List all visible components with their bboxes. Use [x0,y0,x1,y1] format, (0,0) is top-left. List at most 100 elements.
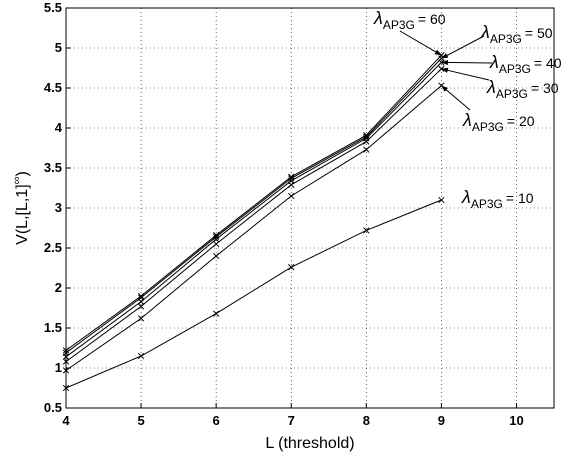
data-point-60 [363,132,370,139]
data-point-10 [213,310,220,317]
data-point-50 [363,133,370,140]
y-tick-label: 0.5 [44,400,62,415]
y-tick-label: 5 [55,40,62,55]
annotation-arrowhead [441,59,448,66]
y-tick-label: 2 [55,280,62,295]
marker-layer [62,52,445,392]
y-tick-label: 5.5 [44,0,62,15]
data-point-20 [213,252,220,260]
annotation-text: λAP3G = 30 [486,77,559,101]
annotation-lambda-30: λAP3G = 30 [441,67,559,101]
data-point-10 [363,227,370,234]
x-tick-labels: 4 5 6 7 8 9 10 [62,413,523,428]
annotation-lambda: λ [461,187,471,207]
y-axis-label-base: V(L,[L,1] [14,184,31,244]
plot-frame [65,7,555,409]
data-point-10 [438,196,445,204]
data-point-30 [137,303,145,310]
annotation-lambda-40: λAP3G = 40 [441,52,562,76]
y-tick-label: 3.5 [44,160,62,175]
data-point-50 [137,294,145,301]
series-layer [65,54,442,389]
x-tick-label: 8 [363,413,370,428]
annotation-subscript: AP3G [472,120,504,134]
x-tick-label: 5 [137,413,144,428]
series-line-20 [65,85,442,371]
data-point-50 [288,175,295,182]
series-line-60 [65,54,442,351]
data-point-20 [62,367,70,374]
y-tick-label: 4.5 [44,80,62,95]
annotation-arrowhead [441,85,449,92]
y-tick-labels: 0.5 1 1.5 2 2.5 3 3.5 4 4.5 5 5.5 [44,0,63,415]
annotation-subscript: AP3G [383,18,415,32]
annotation-value: = 20 [507,113,535,129]
annotation-value: = 60 [418,11,446,27]
y-tick-label: 4 [55,120,63,135]
x-tick-label: 7 [288,413,295,428]
series-line-10 [65,199,442,389]
annotation-text: λAP3G = 10 [461,187,534,211]
annotation-arrow [441,68,490,81]
annotation-arrowhead [441,53,449,59]
annotation-arrow [441,35,485,59]
y-axis-label: V(L,[L,1]∞) [11,171,31,245]
annotation-lambda-60: λAP3G = 60 [373,8,446,56]
annotation-text: λAP3G = 50 [480,22,553,46]
y-axis-label-close: ) [14,171,31,176]
x-axis-label: L (threshold) [265,435,354,452]
annotation-lambda: λ [486,77,496,97]
annotation-subscript: AP3G [490,32,522,46]
annotation-value: = 40 [534,55,562,71]
data-point-10 [62,384,70,392]
data-point-30 [62,358,70,365]
data-point-10 [137,352,145,360]
y-tick-label: 3 [55,200,62,215]
annotation-lambda-20: λAP3G = 20 [441,85,535,134]
annotation-value: = 10 [506,190,534,206]
data-point-20 [137,315,145,322]
data-point-30 [363,138,370,145]
y-axis-label-sup: ∞ [11,177,23,185]
data-point-30 [213,240,220,248]
annotation-lambda: λ [480,22,490,42]
annotation-lambda-50: λAP3G = 50 [441,22,553,59]
x-tick-label: 9 [438,413,445,428]
annotation-lambda: λ [489,52,499,72]
data-point-60 [288,173,295,180]
y-tick-label: 1.5 [44,320,62,335]
x-tick-label: 4 [62,413,70,428]
series-line-50 [65,58,442,354]
data-point-50 [213,233,220,240]
annotation-text: λAP3G = 40 [489,52,562,76]
annotation-lambda: λ [462,110,472,130]
data-point-20 [363,146,370,153]
annotation-arrow [399,30,442,56]
annotation-lambda: λ [373,8,383,28]
y-tick-label: 1 [55,360,62,375]
data-point-60 [62,347,70,354]
annotation-subscript: AP3G [496,87,528,101]
x-tick-label: 6 [213,413,220,428]
series-line-30 [65,68,442,363]
annotation-subscript: AP3G [471,197,503,211]
annotation-value: = 30 [531,80,559,96]
data-point-60 [213,232,220,239]
annotation-arrow [441,61,493,64]
annotation-text: λAP3G = 60 [373,8,446,32]
annotation-subscript: AP3G [499,62,531,76]
annotation-lambda-10: λAP3G = 10 [461,187,534,211]
data-point-50 [62,349,70,356]
series-line-40 [65,62,442,358]
data-point-10 [288,264,295,271]
annotation-arrowhead [441,67,449,73]
x-tick-label: 10 [509,413,523,428]
y-tick-label: 2.5 [44,240,62,255]
data-point-20 [288,192,295,200]
annotation-text: λAP3G = 20 [462,110,535,134]
annotation-value: = 50 [525,25,553,41]
data-point-60 [137,292,145,300]
annotation-arrowhead [434,49,442,56]
